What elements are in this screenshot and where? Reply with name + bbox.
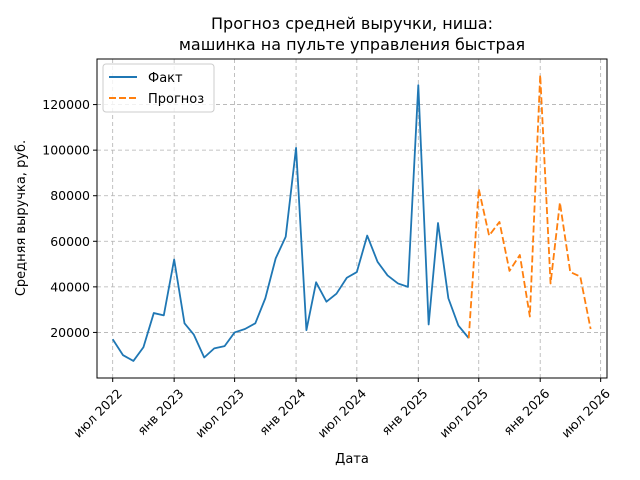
y-tick-label: 20000 [50,325,90,340]
series-lines [111,74,592,362]
chart-title-line2: машинка на пульте управления быстрая [179,35,525,54]
series-line-forecast [467,74,592,339]
series-line-fact [111,84,470,362]
y-tick-label: 40000 [50,279,90,294]
y-axis-label: Средняя выручка, руб. [14,140,29,296]
x-axis-label: Дата [335,452,369,467]
legend-label-fact: Факт [148,71,183,86]
axes [96,58,608,379]
chart-title-line1: Прогноз средней выручки, ниша: [211,14,493,33]
y-tick-label: 60000 [50,234,90,249]
y-tick-label: 80000 [50,188,90,203]
legend-label-forecast: Прогноз [148,92,204,107]
legend: Факт Прогноз [102,63,215,113]
y-tick-label: 100000 [42,143,90,158]
plot-frame [96,58,608,379]
y-tick-label: 120000 [42,97,90,112]
y-axis-ticks: 20000 40000 60000 80000 100000 120000 [42,97,97,340]
